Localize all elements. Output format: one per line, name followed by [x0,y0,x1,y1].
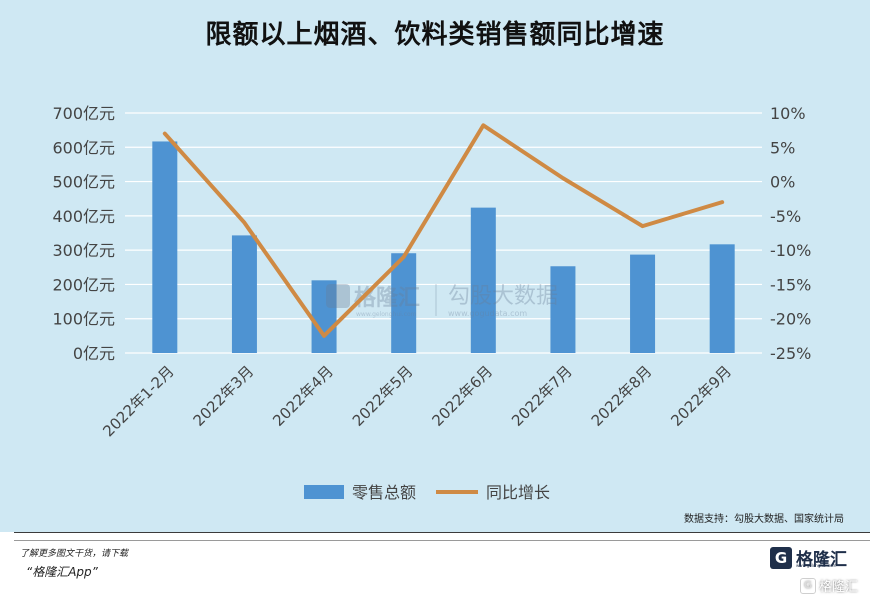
y-left-tick-label: 0亿元 [73,344,115,363]
y-right-tick-label: 5% [770,138,795,157]
watermark-logo-icon [326,284,350,308]
bar [311,280,337,353]
x-tick-label: 2022年6月 [428,362,496,430]
bar [709,244,735,353]
data-source: 数据支持：勾股大数据、国家统计局 [684,514,844,525]
bar [152,141,178,353]
y-left-tick-label: 700亿元 [52,104,115,123]
watermark-right-name: 勾股大数据 [448,284,558,309]
y-right-tick-label: 10% [770,104,806,123]
combo-chart: 0亿元 100亿元 200亿元 300亿元 400亿元 500亿元 600亿元 700亿元 -2… [52,104,811,502]
x-tick-label: 2022年7月 [508,362,576,430]
x-tick-label: 2022年9月 [667,362,735,430]
corner-watermark: G 格隆汇 [800,576,858,595]
legend-label-bar: 零售总额 [352,483,416,502]
y-right-tick-label: -5% [770,207,801,226]
y-right-tick-label: -15% [770,275,811,294]
y-right-tick-label: -25% [770,344,811,363]
bar [630,254,656,353]
bar [231,235,257,353]
watermark: 格隆汇www.gelonghui.com勾股大数据www.gogudata.co… [326,284,558,318]
y-right-tick-label: 0% [770,173,795,192]
brand-name: 格隆汇 [796,550,847,570]
y-left-tick-label: 200亿元 [52,275,115,294]
y-left-tick-label: 100亿元 [52,310,115,329]
y-left-tick-label: 600亿元 [52,138,115,157]
x-tick-label: 2022年3月 [190,362,258,430]
line-series [162,123,725,338]
corner-watermark-text: 格隆汇 [819,580,859,595]
brand-url: www.gelonghui.com [796,563,837,568]
legend-label-line: 同比增长 [486,483,550,502]
footer-divider-thin [14,540,870,541]
watermark-right-url: www.gogudata.com [448,309,527,318]
legend-swatch-bar [304,485,344,499]
y-left-tick-label: 400亿元 [52,207,115,226]
brand-logo-block: G 格隆汇 [770,545,847,570]
bar [550,266,576,353]
x-tick-label: 2022年4月 [269,362,337,430]
y-right-tick-label: -20% [770,310,811,329]
bar [470,207,496,353]
brand-g-icon: G [770,546,792,569]
footer-divider [14,532,870,533]
promo-text: 了解更多图文干货，请下载 [20,549,129,559]
promo-app-name: “格隆汇App” [26,565,98,579]
corner-g-icon: G [800,577,816,594]
bar [391,253,417,353]
x-tick-label: 2022年1-2月 [99,362,177,440]
y-right-tick-label: -10% [770,241,811,260]
y-left-tick-label: 300亿元 [52,241,115,260]
y-left-tick-label: 500亿元 [52,173,115,192]
chart-title: 限额以上烟酒、饮料类销售额同比增速 [205,20,665,50]
watermark-left-url: www.gelonghui.com [356,311,417,318]
x-tick-label: 2022年8月 [588,362,656,430]
x-tick-label: 2022年5月 [349,362,417,430]
